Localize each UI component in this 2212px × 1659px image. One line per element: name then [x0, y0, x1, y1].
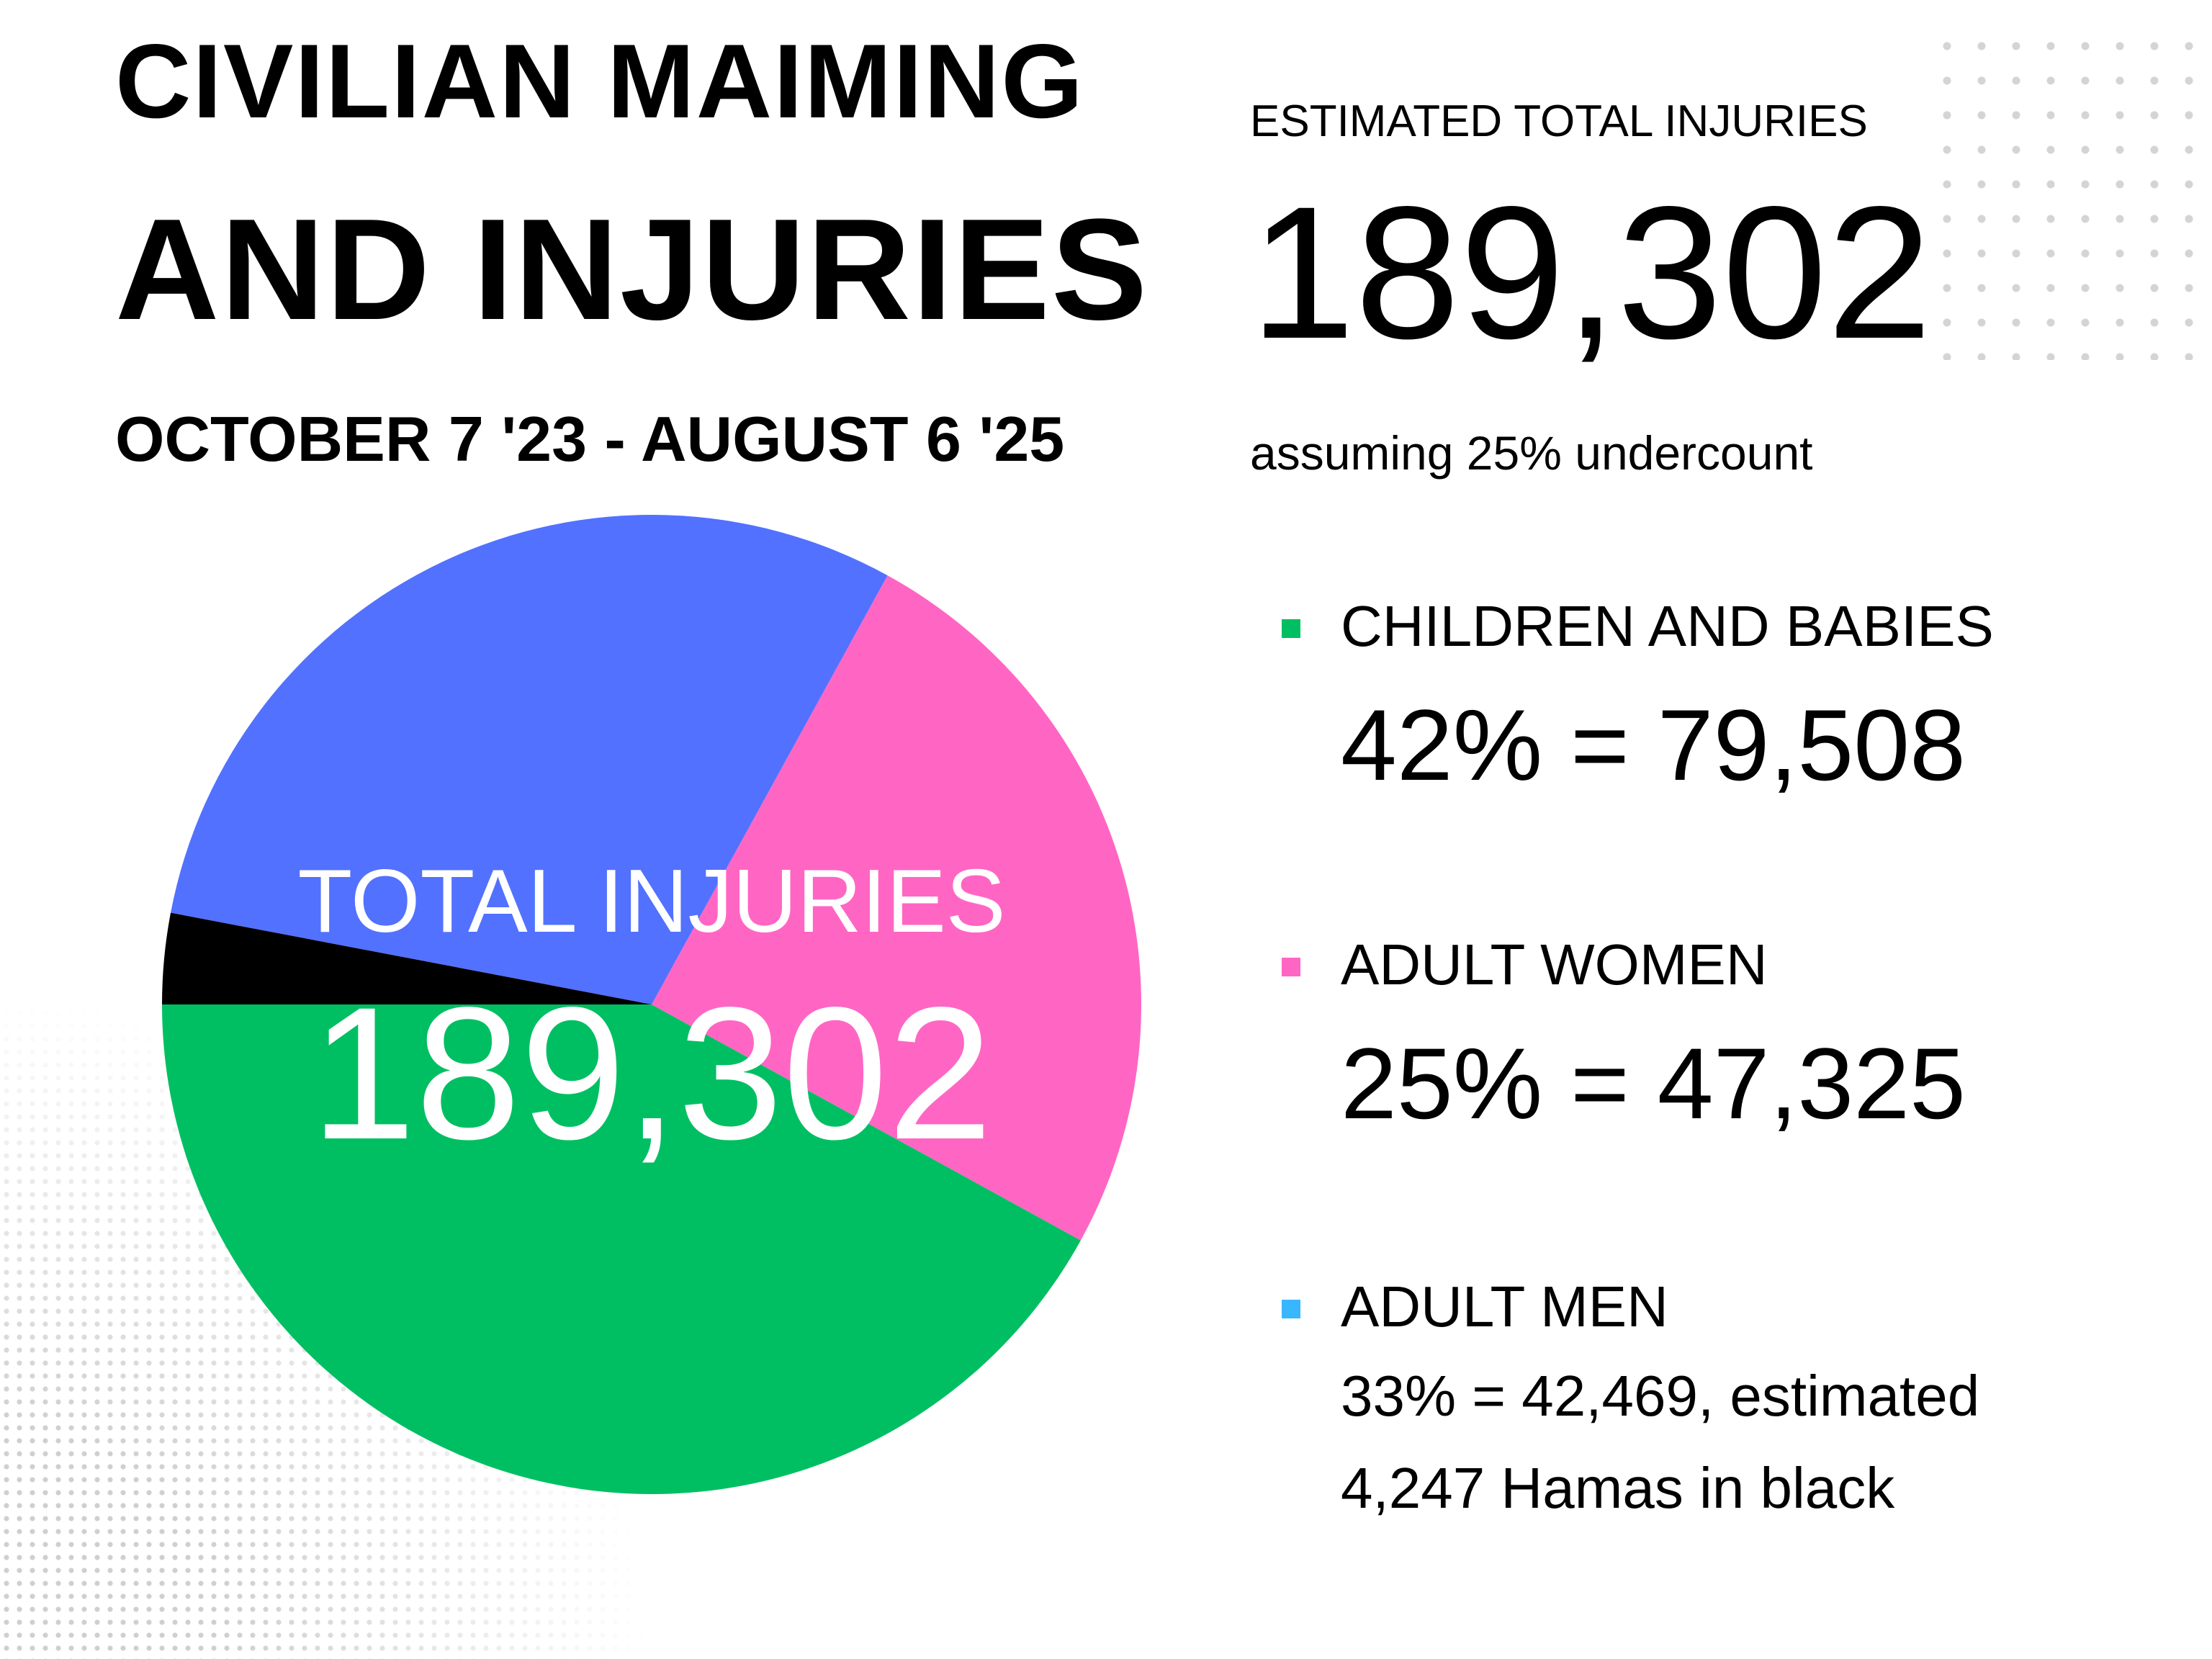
- legend-name-women: ADULT WOMEN: [1341, 932, 1768, 997]
- legend-stat-men-line-1: 33% = 42,469, estimated: [1341, 1364, 1980, 1428]
- estimate-value: 189,302: [1250, 167, 1933, 378]
- legend-swatch-men: [1282, 1300, 1300, 1318]
- pie-slice-adult-men: [171, 514, 888, 1004]
- legend-stat-men-line-2: 4,247 Hamas in black: [1341, 1456, 1895, 1520]
- estimate-note: assuming 25% undercount: [1250, 426, 1813, 480]
- page-title-line-1: CIVILIAN MAIMING: [115, 22, 1084, 140]
- pie-slice-hamas: [162, 912, 652, 1004]
- legend-name-children: CHILDREN AND BABIES: [1341, 594, 1994, 658]
- pie-slice-children-and-babies: [162, 1004, 1081, 1495]
- page-title-line-2: AND INJURIES: [115, 189, 1149, 350]
- decorative-dots-top-right: [1930, 29, 2212, 360]
- date-range-subtitle: OCTOBER 7 '23 - AUGUST 6 '25: [115, 403, 1065, 475]
- estimate-label: ESTIMATED TOTAL INJURIES: [1250, 96, 1868, 146]
- legend-swatch-women: [1282, 958, 1300, 976]
- legend-name-men: ADULT MEN: [1341, 1274, 1668, 1339]
- legend-stat-children: 42% = 79,508: [1341, 688, 1966, 801]
- pie-center-value: 189,302: [310, 968, 993, 1179]
- pie-slice-adult-women: [652, 575, 1142, 1241]
- legend-swatch-children: [1282, 619, 1300, 638]
- legend-stat-women: 25% = 47,325: [1341, 1027, 1966, 1140]
- pie-center-label: TOTAL INJURIES: [297, 852, 1006, 951]
